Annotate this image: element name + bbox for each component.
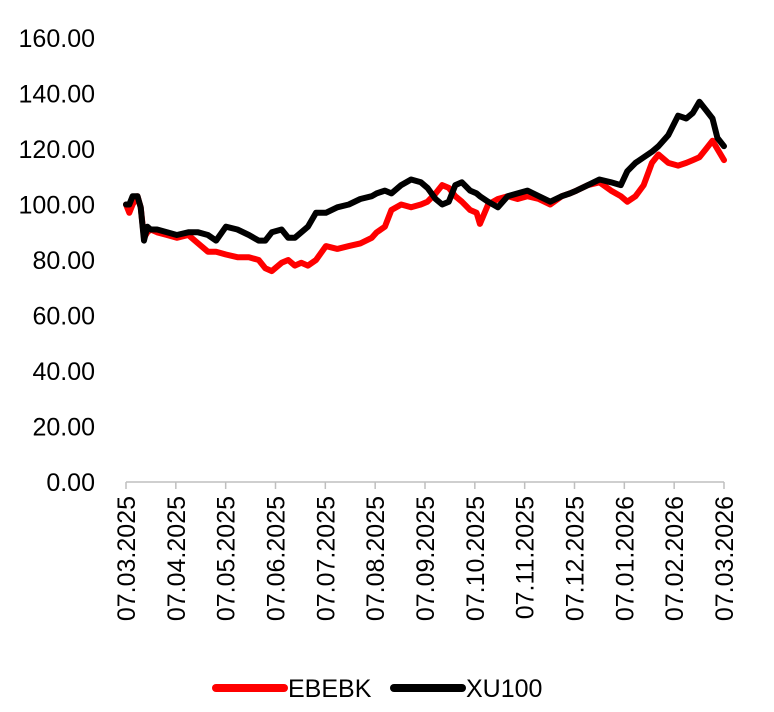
x-tick-label: 07.03.2025 [113,496,141,621]
x-tick-label: 07.03.2026 [711,496,739,621]
x-axis: 07.03.2025 07.04.2025 07.05.2025 07.06.2025… [113,481,739,621]
x-tick-label: 07.06.2025 [263,496,291,621]
y-tick-label: 160.00 [19,25,95,53]
y-tick-label: 100.00 [19,192,95,220]
x-tick-label: 07.07.2025 [312,496,340,621]
x-tick-label: 07.11.2025 [512,496,540,619]
y-tick-label: 40.00 [32,358,95,386]
series-layer [123,98,727,275]
x-tick-label: 07.10.2025 [462,496,490,621]
y-tick-label: 20.00 [32,414,95,442]
legend-label-xu100: XU100 [466,675,542,703]
y-tick-label: 0.00 [46,469,95,497]
legend-label-ebebk: EBEBK [288,675,372,703]
y-tick-label: 140.00 [19,81,95,109]
y-tick-label: 60.00 [32,303,95,331]
series-line-ebebk [123,137,727,275]
x-tick-label: 07.12.2025 [562,496,590,621]
series-line-xu100 [123,98,727,244]
x-tick-label: 07.05.2025 [213,496,241,621]
y-tick-label: 80.00 [32,247,95,275]
x-tick-label: 07.04.2025 [163,496,191,621]
y-tick-label: 120.00 [19,136,95,164]
x-tick-label: 07.09.2025 [412,496,440,621]
x-tick-label: 07.08.2025 [362,496,390,621]
y-axis: 0.00 20.00 40.00 60.00 80.00 100.00 120.00 140.… [19,25,95,497]
x-tick-label: 07.01.2026 [611,496,639,621]
x-tick-label: 07.02.2026 [661,496,689,621]
legend: EBEBK XU100 [212,675,542,703]
